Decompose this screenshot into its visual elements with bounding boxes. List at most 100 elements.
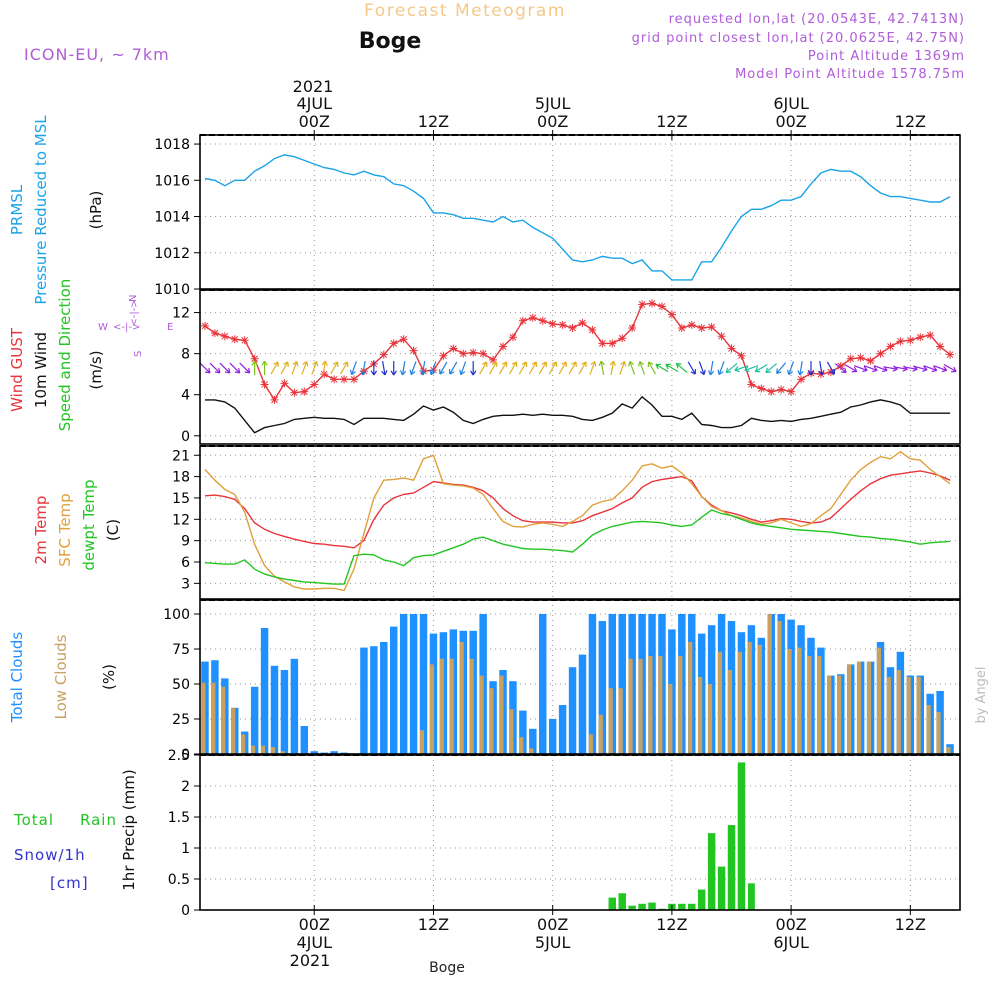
bar-total-clouds <box>370 646 378 754</box>
side-labels: PRMSL Pressure Reduced to MSL (hPa) Wind GU… <box>8 115 173 892</box>
wind-arrow <box>725 363 738 373</box>
clouds-total-label: Total Clouds <box>8 632 26 724</box>
gust-marker <box>846 354 855 363</box>
wind-arrow-head <box>699 369 706 376</box>
bar-low-clouds <box>847 664 852 754</box>
wind-arrow-head <box>224 367 231 374</box>
gust-marker <box>936 342 945 351</box>
bar-low-clouds <box>598 714 603 754</box>
bar-total-clouds <box>608 614 617 754</box>
wind-arrow-head <box>638 360 645 367</box>
wind-arrow <box>698 361 705 375</box>
gust-marker <box>558 320 567 329</box>
gust-marker <box>747 380 756 389</box>
credit: by Angel <box>974 666 989 723</box>
bar-low-clouds <box>688 642 693 754</box>
gust-marker <box>508 333 517 342</box>
bar-low-clouds <box>946 747 951 754</box>
y-tick-label: 12 <box>172 512 190 528</box>
series-2m-temp <box>204 470 951 549</box>
wind-arrow <box>558 361 567 375</box>
bar-low-clouds <box>529 748 534 754</box>
y-tick-label: 4 <box>181 388 190 404</box>
gust-marker <box>667 310 676 319</box>
gust-marker <box>518 316 527 325</box>
bar-low-clouds <box>727 670 732 754</box>
gust-marker <box>489 355 498 364</box>
series-pressure <box>204 154 951 281</box>
wind-arrow <box>754 364 768 373</box>
bar-low-clouds <box>439 658 444 754</box>
wind-arrow-head <box>429 369 436 376</box>
y-tick-label: 21 <box>172 448 190 464</box>
y-tick-label: 100 <box>163 607 190 623</box>
wind-arrow-head <box>818 370 825 376</box>
gust-marker <box>886 342 895 351</box>
wind-arrow-head <box>598 360 605 366</box>
wind-arrow-head <box>571 361 577 367</box>
panel-clouds: 0 25 50 75 100 <box>163 599 961 763</box>
bar-total-clouds <box>539 614 547 754</box>
bar-low-clouds <box>469 658 474 754</box>
bar-low-clouds <box>231 707 236 754</box>
wind-arrow <box>301 361 308 375</box>
gust-marker <box>230 335 239 344</box>
precip-rain-label: Rain <box>80 811 117 829</box>
wind-arrow-head <box>665 363 671 370</box>
bar-total-clouds <box>588 614 597 754</box>
top-time-label: 00Z <box>537 112 568 131</box>
gust-marker <box>409 346 418 355</box>
wind-arrow-head <box>655 363 661 370</box>
wind-arrow-head <box>234 367 241 374</box>
wind-arrow <box>835 363 847 373</box>
wind-arrow <box>421 361 426 376</box>
wind-arrow <box>600 361 605 376</box>
gust-marker <box>916 333 925 342</box>
y-tick-label: 0.5 <box>168 872 190 888</box>
wind-arrow <box>410 361 417 375</box>
panel-temperature: 3 6 9 12 15 18 21 <box>172 445 961 600</box>
bar-total-clouds <box>529 728 537 754</box>
y-tick-label: 0 <box>181 747 190 763</box>
bottom-time-label: 12Z <box>895 915 926 934</box>
clouds-unit: (%) <box>100 664 118 690</box>
bar-low-clouds <box>926 705 931 754</box>
y-tick-label: 8 <box>181 347 190 363</box>
wind-arrow <box>489 361 498 375</box>
bar-low-clouds <box>489 688 494 754</box>
wind-arrow <box>401 361 406 376</box>
wind-arrow <box>687 361 696 375</box>
wind-arrow-head <box>342 361 349 367</box>
gust-marker <box>618 334 627 343</box>
bar-low-clouds <box>866 661 872 754</box>
series-wind-gust <box>204 302 951 402</box>
top-date-label: 4JUL <box>296 94 332 113</box>
y-tick-label: 6 <box>181 555 190 571</box>
wind-arrow <box>648 361 657 375</box>
gust-marker <box>727 344 736 353</box>
time-ticks: 00Z00Z4JUL4JUL12Z12Z00Z00Z5JUL5JUL12Z12Z… <box>296 94 926 952</box>
bar-total-clouds <box>300 726 309 754</box>
bar-low-clouds <box>876 647 882 754</box>
bar-1hr-precip <box>618 893 626 910</box>
gust-marker <box>210 329 219 338</box>
wind-arrow-head <box>360 370 367 376</box>
bar-low-clouds <box>886 677 891 754</box>
compass-s: S <box>133 351 144 357</box>
bar-low-clouds <box>479 675 484 754</box>
gust-marker <box>449 344 458 353</box>
wind-arrow-head <box>273 361 279 367</box>
bar-total-clouds <box>360 647 368 754</box>
top-date-label: 5JUL <box>535 94 571 113</box>
gust-marker <box>260 380 269 389</box>
bar-low-clouds <box>747 642 752 754</box>
wind-arrow <box>362 361 366 376</box>
precip-total-label: Total <box>13 811 54 829</box>
wind-arrow-head <box>590 360 597 367</box>
bar-low-clouds <box>698 677 703 754</box>
bar-low-clouds <box>658 656 663 754</box>
wind-arrow-head <box>244 367 251 374</box>
wind-arrow <box>460 361 467 375</box>
bar-total-clouds <box>419 614 428 754</box>
wind-arrow <box>943 364 957 373</box>
